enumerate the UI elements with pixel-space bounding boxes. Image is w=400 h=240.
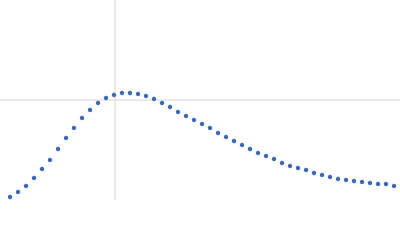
point <box>23 183 29 189</box>
point <box>327 174 333 180</box>
point <box>231 138 237 144</box>
point <box>119 90 125 96</box>
point <box>391 183 397 189</box>
point <box>367 180 373 186</box>
point <box>303 167 309 173</box>
point <box>15 189 21 195</box>
point <box>103 95 109 101</box>
point <box>167 104 173 110</box>
point <box>79 115 85 121</box>
point <box>383 181 389 187</box>
point <box>359 179 365 185</box>
point <box>207 125 213 131</box>
point <box>343 177 349 183</box>
point <box>7 194 13 200</box>
point <box>375 181 381 187</box>
point <box>87 107 93 113</box>
point <box>71 125 77 131</box>
point <box>351 178 357 184</box>
point <box>255 150 261 156</box>
point <box>295 165 301 171</box>
point <box>31 175 37 181</box>
point <box>271 156 277 162</box>
point <box>175 109 181 115</box>
point <box>55 146 61 152</box>
point <box>111 92 117 98</box>
point <box>159 100 165 106</box>
point <box>311 170 317 176</box>
point <box>63 135 69 141</box>
point <box>335 176 341 182</box>
point <box>151 96 157 102</box>
chart <box>0 0 400 200</box>
point <box>191 117 197 123</box>
point <box>247 146 253 152</box>
point <box>215 130 221 136</box>
point <box>263 153 269 159</box>
point <box>199 121 205 127</box>
point <box>319 172 325 178</box>
point <box>287 163 293 169</box>
point <box>95 100 101 106</box>
point <box>223 134 229 140</box>
point <box>39 166 45 172</box>
point <box>183 113 189 119</box>
point <box>47 157 53 163</box>
point <box>279 160 285 166</box>
point <box>239 142 245 148</box>
point <box>135 91 141 97</box>
point <box>127 90 133 96</box>
point <box>143 93 149 99</box>
